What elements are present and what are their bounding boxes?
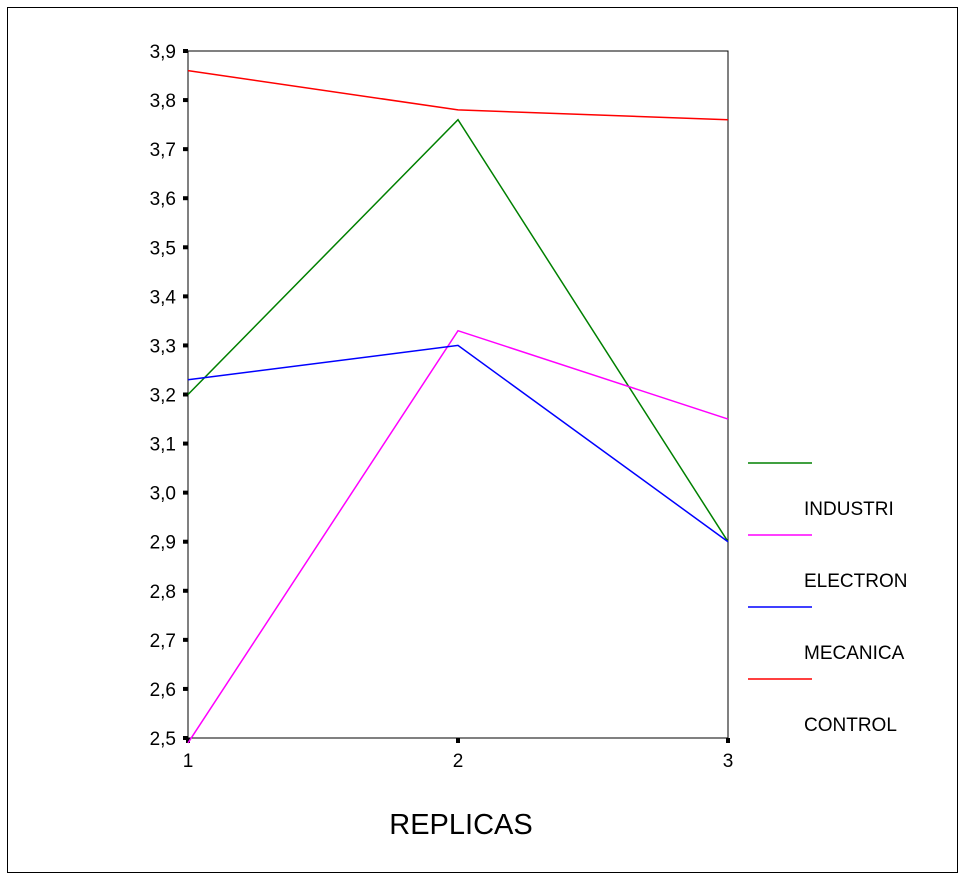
series-line-electron bbox=[187, 329, 729, 744]
y-tick-label: 3,5 bbox=[150, 238, 176, 259]
y-tick-label: 3,6 bbox=[150, 189, 176, 210]
y-axis: 2,5 2,6 2,7 2,8 2,9 3,0 3,1 3,2 3,3 3,4 3,5 3,6 3,7 3… bbox=[150, 42, 188, 750]
y-tick-label: 2,8 bbox=[150, 582, 176, 603]
x-axis: 1 2 3 bbox=[183, 738, 734, 772]
chart-frame bbox=[7, 7, 958, 873]
x-axis-title: REPLICAS bbox=[389, 809, 532, 841]
plot-frame bbox=[187, 50, 729, 739]
y-tick-label: 3,0 bbox=[150, 484, 176, 505]
legend-label-electron: ELECTRON bbox=[804, 571, 907, 592]
legend-label-industri: INDUSTRI bbox=[804, 499, 894, 520]
plot-area bbox=[187, 50, 729, 739]
y-tick-label: 3,9 bbox=[150, 42, 176, 63]
y-tick-label: 3,7 bbox=[150, 140, 176, 161]
x-tick-label: 2 bbox=[453, 751, 464, 772]
y-tick-label: 3,4 bbox=[150, 287, 177, 308]
y-tick-label: 2,7 bbox=[150, 631, 176, 652]
y-tick-label: 3,1 bbox=[150, 435, 176, 456]
series-lines bbox=[187, 69, 729, 744]
y-tick-label: 3,2 bbox=[150, 386, 176, 407]
legend-label-mecanica: MECANICA bbox=[804, 643, 905, 664]
y-tick-label: 2,5 bbox=[150, 729, 176, 750]
legend-label-control: CONTROL bbox=[804, 715, 897, 736]
series-line-mecanica bbox=[187, 344, 729, 543]
x-tick-label: 1 bbox=[183, 751, 194, 772]
y-tick-label: 2,9 bbox=[150, 533, 176, 554]
series-line-control bbox=[187, 69, 729, 121]
y-tick-label: 2,6 bbox=[150, 680, 176, 701]
series-line-industri bbox=[187, 118, 729, 543]
y-tick-label: 3,3 bbox=[150, 336, 176, 357]
legend: INDUSTRI ELECTRON MECANICA CONTROL bbox=[748, 462, 907, 736]
y-tick-label: 3,8 bbox=[150, 91, 176, 112]
x-tick-label: 3 bbox=[723, 751, 734, 772]
